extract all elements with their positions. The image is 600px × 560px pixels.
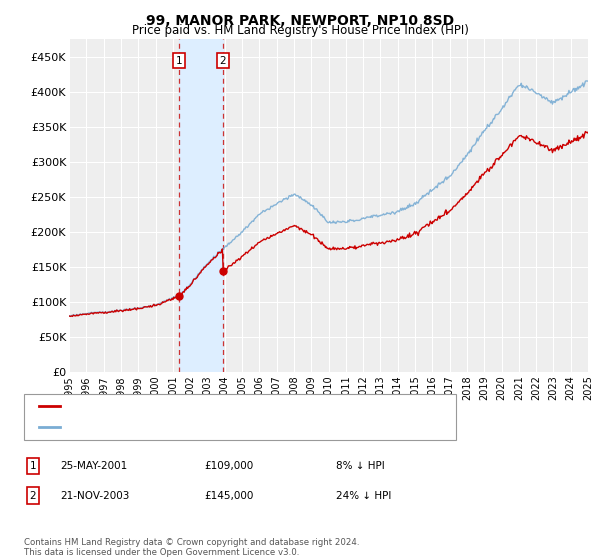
Text: 99, MANOR PARK, NEWPORT, NP10 8SD (detached house): 99, MANOR PARK, NEWPORT, NP10 8SD (detac… [63,401,363,411]
Text: 25-MAY-2001: 25-MAY-2001 [60,461,127,471]
Text: Contains HM Land Registry data © Crown copyright and database right 2024.
This d: Contains HM Land Registry data © Crown c… [24,538,359,557]
Text: 24% ↓ HPI: 24% ↓ HPI [336,491,391,501]
Text: 99, MANOR PARK, NEWPORT, NP10 8SD: 99, MANOR PARK, NEWPORT, NP10 8SD [146,14,454,28]
Text: 8% ↓ HPI: 8% ↓ HPI [336,461,385,471]
Text: 1: 1 [29,461,37,471]
Text: Price paid vs. HM Land Registry's House Price Index (HPI): Price paid vs. HM Land Registry's House … [131,24,469,37]
Text: £109,000: £109,000 [204,461,253,471]
Bar [179,39,223,372]
Text: £145,000: £145,000 [204,491,253,501]
Text: 2: 2 [29,491,37,501]
Text: 2: 2 [220,56,226,66]
Text: 21-NOV-2003: 21-NOV-2003 [60,491,130,501]
Text: HPI: Average price, detached house, Newport: HPI: Average price, detached house, Newp… [63,422,300,432]
Text: 1: 1 [176,56,182,66]
